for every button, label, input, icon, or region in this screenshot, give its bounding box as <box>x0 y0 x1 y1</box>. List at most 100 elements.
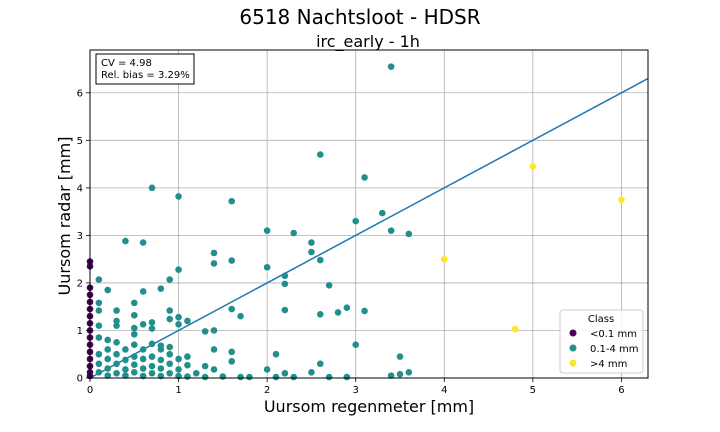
data-point <box>104 336 112 344</box>
data-point <box>352 217 360 225</box>
fit-line-layer <box>89 77 649 379</box>
x-tick-label: 2 <box>264 385 270 396</box>
data-point <box>308 239 315 246</box>
data-point <box>139 288 147 295</box>
data-point <box>166 307 174 314</box>
data-point <box>201 328 209 335</box>
data-point <box>148 353 156 360</box>
data-point <box>281 280 289 288</box>
regression-line <box>89 77 649 379</box>
data-point <box>281 369 289 377</box>
data-point <box>157 346 165 353</box>
x-tick-label: 1 <box>175 385 181 396</box>
grid <box>89 50 648 379</box>
data-point <box>104 372 112 379</box>
data-point <box>175 320 182 328</box>
y-tick-label: 3 <box>77 231 83 242</box>
data-point <box>166 276 174 283</box>
data-point <box>396 353 404 360</box>
data-point <box>95 360 103 368</box>
data-point <box>104 355 112 363</box>
data-point <box>95 350 103 358</box>
data-point <box>130 311 138 319</box>
data-point <box>148 362 156 370</box>
data-point <box>95 307 103 314</box>
data-point <box>210 249 218 257</box>
data-point <box>104 346 112 353</box>
data-point <box>104 286 112 294</box>
y-tick-label: 1 <box>77 326 83 337</box>
chart-subtitle: irc_early - 1h <box>316 32 420 52</box>
data-point <box>281 272 289 280</box>
data-point <box>104 365 112 372</box>
data-point <box>210 366 218 373</box>
data-point <box>148 184 156 192</box>
data-point <box>157 365 165 372</box>
data-point <box>237 373 244 381</box>
data-point <box>316 360 324 368</box>
data-point <box>113 350 120 358</box>
data-point <box>219 373 227 380</box>
data-point <box>210 327 218 334</box>
data-point <box>396 370 404 378</box>
data-point <box>352 341 360 349</box>
series-1 <box>95 63 413 381</box>
data-point <box>166 343 174 351</box>
data-point <box>95 276 103 283</box>
y-tick-label: 5 <box>77 136 83 147</box>
data-point <box>184 373 191 380</box>
legend-label: <0.1 mm <box>590 329 637 340</box>
data-point <box>122 237 129 245</box>
data-point <box>210 260 218 267</box>
data-point <box>387 63 395 70</box>
chart-title: 6518 Nachtsloot - HDSR <box>239 5 480 29</box>
data-point <box>272 350 280 358</box>
data-point <box>228 348 236 356</box>
data-point <box>201 362 209 370</box>
data-point <box>529 163 537 170</box>
points-layer <box>86 63 625 381</box>
legend-label: 0.1-4 mm <box>590 344 639 355</box>
data-point <box>95 299 103 307</box>
data-point <box>228 197 236 205</box>
data-point <box>316 151 324 158</box>
x-tick-label: 6 <box>618 385 624 396</box>
data-point <box>157 356 165 364</box>
data-point <box>166 360 174 368</box>
data-point <box>113 322 120 330</box>
data-point <box>113 307 120 314</box>
data-point <box>122 356 129 364</box>
data-point <box>95 322 103 330</box>
data-point <box>184 317 191 325</box>
data-point <box>192 369 200 377</box>
data-point <box>201 373 209 381</box>
legend-marker <box>569 359 577 367</box>
data-point <box>237 312 244 320</box>
data-point <box>228 257 236 264</box>
data-point <box>263 227 271 234</box>
data-point <box>316 256 324 264</box>
data-point <box>130 361 138 368</box>
series-2 <box>440 163 625 333</box>
data-point <box>325 282 333 289</box>
data-point <box>405 368 413 376</box>
data-point <box>361 307 368 315</box>
data-point <box>166 369 174 377</box>
data-point <box>130 330 138 338</box>
data-point <box>263 366 271 373</box>
stats-box-frame <box>95 53 195 85</box>
data-point <box>511 325 519 333</box>
ticks: 0 1 2 3 4 5 6 0 1 2 3 4 5 6 <box>77 88 625 396</box>
data-point <box>184 353 191 360</box>
data-point <box>325 373 333 381</box>
legend: Class <0.1 mm 0.1-4 mm >4 mm <box>559 309 644 374</box>
data-point <box>113 317 120 325</box>
data-point <box>122 346 129 353</box>
legend-items: <0.1 mm 0.1-4 mm >4 mm <box>569 329 639 370</box>
data-point <box>130 324 138 332</box>
data-point <box>175 366 182 373</box>
data-point <box>139 239 147 246</box>
data-point <box>272 373 280 381</box>
data-point <box>308 248 315 256</box>
